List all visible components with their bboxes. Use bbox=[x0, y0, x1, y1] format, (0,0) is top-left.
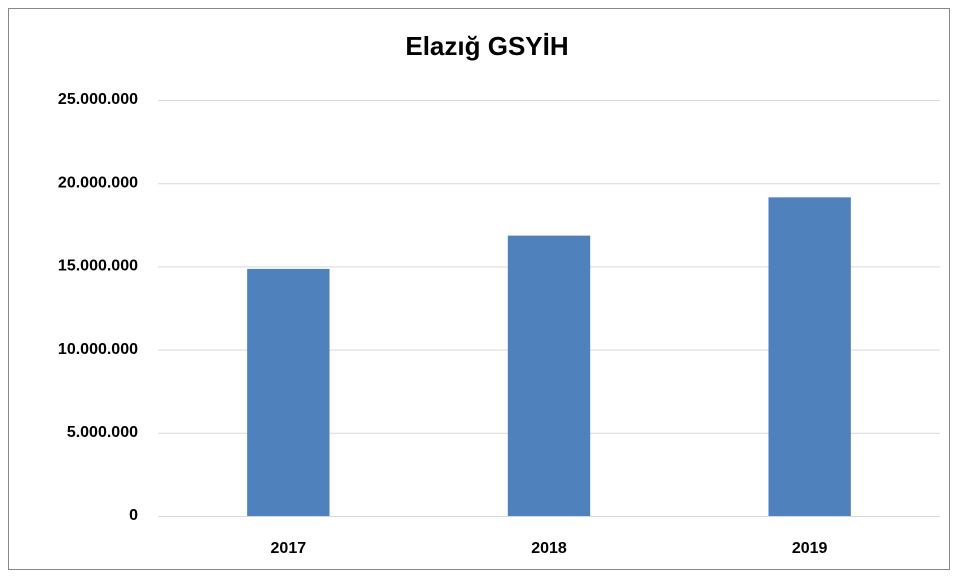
x-tick-label: 2017 bbox=[271, 540, 307, 557]
chart-title: Elazığ GSYİH bbox=[405, 31, 568, 61]
y-tick-label: 10.000.000 bbox=[58, 341, 138, 358]
y-tick-label: 20.000.000 bbox=[58, 174, 138, 191]
x-tick-label: 2019 bbox=[792, 540, 828, 557]
bar bbox=[247, 268, 330, 516]
y-tick-label: 15.000.000 bbox=[58, 258, 138, 275]
bar bbox=[507, 235, 591, 516]
y-tick-label: 25.000.000 bbox=[58, 91, 138, 108]
bar bbox=[768, 197, 851, 516]
x-tick-label: 2018 bbox=[531, 540, 567, 557]
y-tick-label: 0 bbox=[129, 507, 138, 524]
y-tick-label: 5.000.000 bbox=[67, 424, 138, 441]
